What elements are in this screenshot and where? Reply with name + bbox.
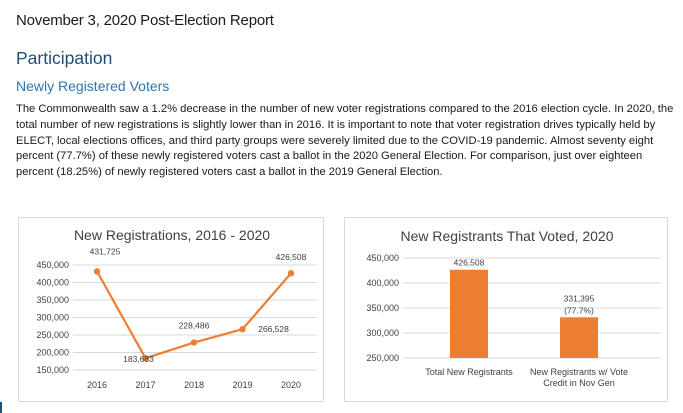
- y-tick-label: 150,000: [36, 365, 69, 375]
- bar: [450, 269, 488, 358]
- y-tick-label: 350,000: [36, 295, 69, 305]
- bar: [560, 317, 598, 358]
- x-tick-label: New Registrants w/ Vote: [530, 367, 628, 377]
- line-chart-svg: New Registrations, 2016 - 2020 150,000 200…: [36, 227, 317, 390]
- data-label: 426,508: [454, 258, 485, 268]
- y-tick-label: 250,000: [36, 330, 69, 340]
- body-paragraph: The Commonwealth saw a 1.2% decrease in …: [16, 103, 674, 179]
- x-tick-label: Credit in Nov Gen: [543, 378, 615, 388]
- subsection-heading: Newly Registered Voters: [16, 78, 170, 94]
- x-tick-label: 2017: [135, 380, 155, 390]
- bar-chart-svg: New Registrants That Voted, 2020 250,000 3…: [366, 228, 661, 388]
- data-label: 183,683: [123, 354, 154, 364]
- y-tick-label: 300,000: [366, 328, 399, 338]
- y-tick-label: 400,000: [366, 278, 399, 288]
- data-point: [287, 270, 295, 277]
- data-label: (77.7%): [564, 305, 594, 315]
- y-tick-label: 400,000: [36, 278, 69, 288]
- report-title: November 3, 2020 Post-Election Report: [16, 12, 274, 29]
- data-label: 331,395: [564, 293, 595, 303]
- data-label: 426,508: [276, 252, 307, 262]
- y-tick-label: 450,000: [366, 253, 399, 263]
- x-tick-label: 2018: [184, 380, 204, 390]
- data-label: 431,725: [90, 246, 121, 256]
- y-tick-label: 200,000: [36, 348, 69, 358]
- y-tick-label: 450,000: [36, 260, 69, 270]
- chart-title: New Registrations, 2016 - 2020: [74, 227, 270, 243]
- data-point: [190, 339, 198, 346]
- y-tick-label: 250,000: [366, 353, 399, 363]
- page-edge-marker: [0, 402, 2, 413]
- y-tick-label: 350,000: [366, 303, 399, 313]
- x-tick-label: Total New Registrants: [425, 367, 513, 377]
- x-tick-label: 2016: [87, 380, 107, 390]
- data-label: 228,486: [179, 321, 210, 331]
- x-tick-label: 2019: [232, 380, 252, 390]
- line-chart-new-registrations: New Registrations, 2016 - 2020 150,000 200…: [18, 217, 324, 402]
- data-point: [239, 326, 246, 333]
- bar-chart-registrants-voted: New Registrants That Voted, 2020 250,000 3…: [344, 217, 668, 402]
- data-point: [93, 268, 101, 275]
- data-point: [142, 355, 149, 362]
- y-tick-label: 300,000: [36, 313, 69, 323]
- section-heading: Participation: [16, 48, 113, 68]
- data-label: 266,528: [258, 324, 289, 334]
- chart-title: New Registrants That Voted, 2020: [401, 228, 614, 244]
- x-tick-label: 2020: [281, 380, 301, 390]
